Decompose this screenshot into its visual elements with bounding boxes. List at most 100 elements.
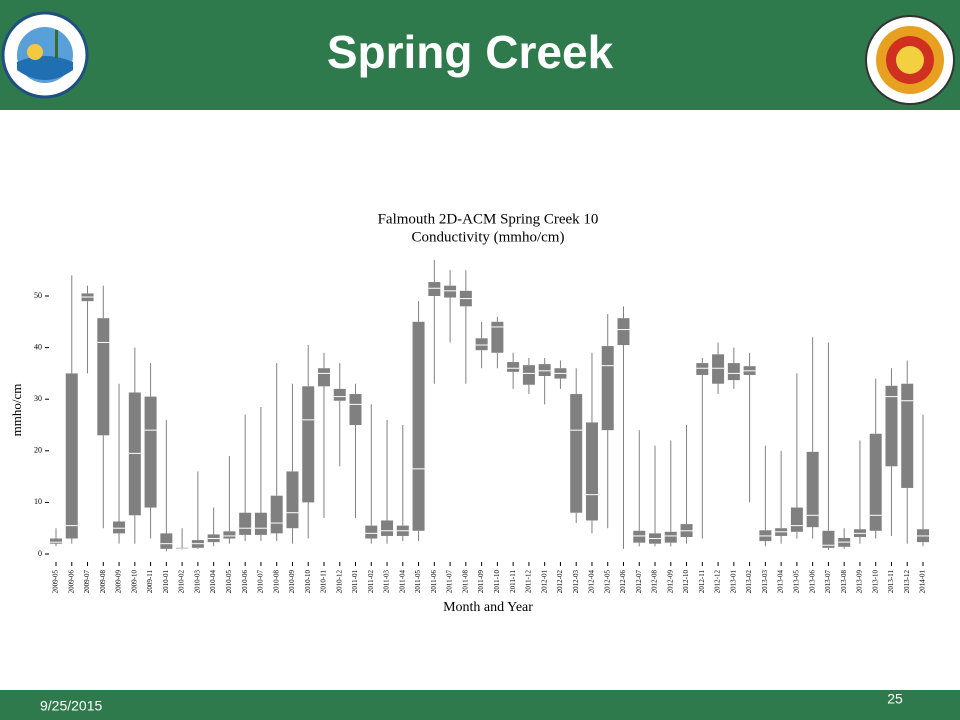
x-tick-label: 2010-06 [241, 570, 249, 594]
box [270, 495, 283, 534]
x-tick-label: 2010-01 [162, 570, 170, 594]
chart-subtitle: Conductivity (mmho/cm) [412, 229, 565, 245]
box [349, 394, 362, 425]
box [302, 386, 315, 503]
box [97, 318, 110, 436]
x-tick-label: 2011-02 [367, 570, 375, 594]
x-tick-label: 2012-10 [682, 570, 690, 594]
x-tick-label: 2010-02 [178, 570, 186, 594]
box [333, 388, 346, 401]
x-tick-label: 2010-05 [225, 570, 233, 594]
box [885, 385, 898, 467]
x-tick-label: 2011-05 [414, 570, 422, 594]
box [696, 363, 709, 375]
x-tick-label: 2012-11 [698, 570, 706, 594]
x-tick-label: 2012-08 [651, 570, 659, 594]
x-tick-label: 2012-06 [619, 570, 627, 594]
box [223, 531, 236, 539]
x-tick-label: 2014-01 [919, 570, 927, 594]
x-tick-label: 2009-05 [52, 570, 60, 594]
x-tick-label: 2011-01 [351, 570, 359, 594]
y-tick-label: 40 [34, 342, 42, 351]
x-tick-label: 2011-09 [477, 570, 485, 594]
box [570, 394, 583, 513]
y-tick-label: 10 [34, 497, 42, 506]
x-tick-label: 2012-09 [666, 570, 674, 594]
x-tick-label: 2009-09 [115, 570, 123, 594]
x-tick-label: 2013-05 [793, 570, 801, 594]
x-tick-label: 2012-07 [635, 570, 643, 594]
x-tick-label: 2012-04 [588, 570, 596, 594]
box [806, 451, 819, 528]
x-tick-label: 2010-07 [257, 570, 265, 594]
x-tick-label: 2011-10 [493, 570, 501, 594]
box [601, 346, 614, 431]
box [727, 363, 740, 381]
x-tick-label: 2009-08 [99, 570, 107, 594]
x-tick-label: 2013-09 [856, 570, 864, 594]
x-tick-label: 2013-04 [777, 570, 785, 594]
x-tick-label: 2010-04 [209, 570, 217, 594]
x-tick-label: 2013-07 [824, 570, 832, 594]
x-tick-label: 2011-07 [446, 570, 454, 594]
box [365, 525, 378, 539]
box [822, 530, 835, 548]
x-tick-label: 2010-12 [335, 570, 343, 594]
x-tick-label: 2013-06 [808, 570, 816, 594]
x-tick-label: 2009-07 [83, 570, 91, 594]
x-tick-label: 2012-01 [540, 570, 548, 594]
page-number: 25 [887, 691, 903, 707]
x-tick-label: 2013-08 [840, 570, 848, 594]
box [633, 530, 646, 543]
box [65, 373, 78, 539]
box [617, 318, 630, 346]
dep-logo [1, 11, 89, 99]
x-tick-label: 2011-06 [430, 570, 438, 594]
x-tick-label: 2009-10 [130, 570, 138, 594]
box [507, 362, 520, 372]
x-tick-label: 2012-02 [556, 570, 564, 594]
header-band [0, 0, 960, 110]
box [239, 512, 252, 535]
box [412, 321, 425, 531]
slide-title: Spring Creek [327, 26, 614, 78]
x-tick-label: 2011-03 [383, 570, 391, 594]
box [444, 285, 457, 298]
x-tick-label: 2013-11 [887, 570, 895, 594]
box [790, 507, 803, 532]
y-tick-label: 20 [34, 446, 42, 455]
y-tick-label: 30 [34, 394, 42, 403]
chart-title: Falmouth 2D-ACM Spring Creek 10 [378, 211, 599, 227]
box [475, 338, 488, 351]
footer-band [0, 690, 960, 720]
box [50, 538, 62, 544]
x-tick-label: 2013-01 [729, 570, 737, 594]
y-tick-label: 50 [34, 291, 42, 300]
x-tick-label: 2011-04 [398, 570, 406, 594]
fgs-logo [865, 15, 955, 105]
box [901, 383, 914, 488]
box [428, 282, 441, 296]
box [712, 354, 725, 384]
box [869, 433, 882, 531]
x-tick-label: 2012-05 [603, 570, 611, 594]
box [381, 520, 394, 536]
box [491, 321, 504, 353]
box [176, 547, 189, 549]
plot: 0 10 20 30 40 50 2009-05 2009-06 2009-07 2009-08 2… [34, 259, 929, 594]
x-axis-title: Month and Year [443, 600, 533, 615]
x-tick-label: 2010-11 [320, 570, 328, 594]
x-tick-label: 2012-03 [572, 570, 580, 594]
box [585, 422, 598, 521]
box [128, 392, 141, 516]
x-tick-label: 2010-03 [193, 570, 201, 594]
x-tick-label: 2011-08 [461, 570, 469, 594]
box [522, 365, 535, 385]
x-tick-label: 2010-08 [272, 570, 280, 594]
box [538, 364, 551, 376]
box [664, 531, 677, 543]
x-tick-label: 2011-11 [509, 570, 517, 593]
x-tick-label: 2011-12 [525, 570, 533, 594]
